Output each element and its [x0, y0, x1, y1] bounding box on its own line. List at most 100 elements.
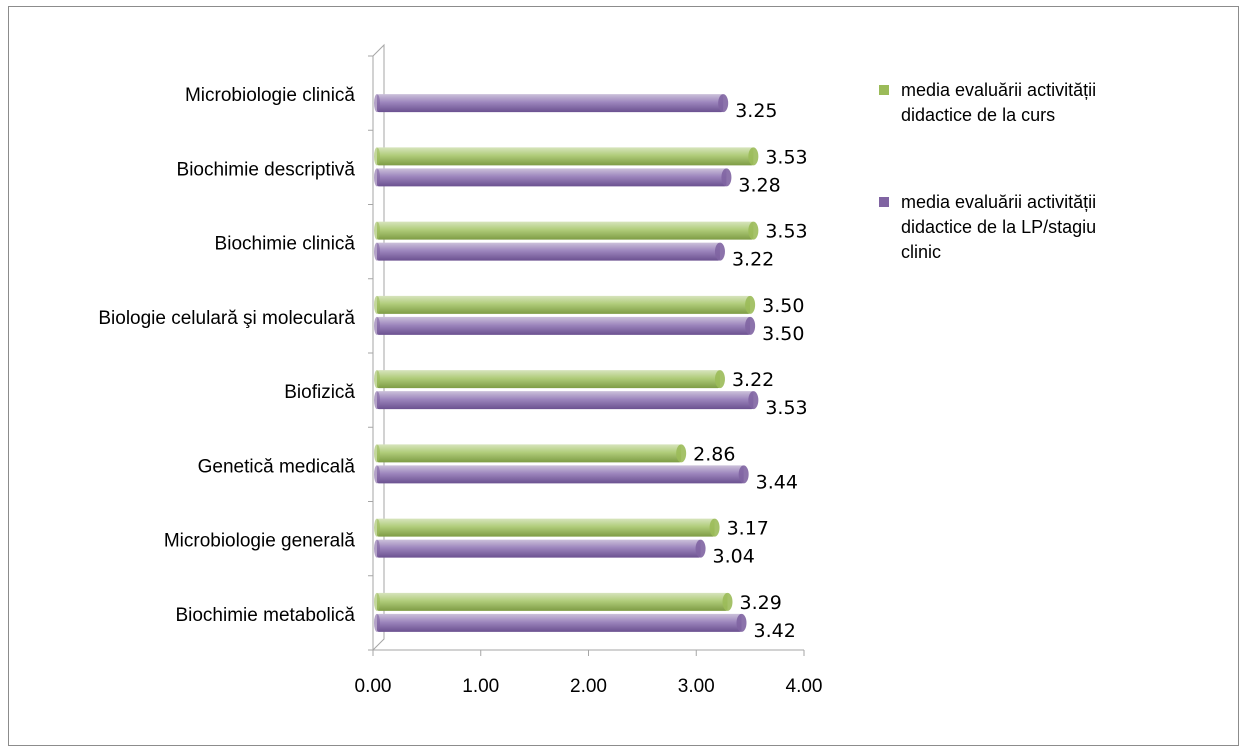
bar-body: [377, 370, 720, 389]
chart-legend: media evaluării activității didactice de …: [879, 80, 1096, 262]
data-label: 3.28: [738, 174, 780, 196]
bar-cap-left: [374, 539, 380, 558]
data-label: 3.53: [765, 146, 807, 168]
bar: [374, 613, 747, 632]
bar-cap-left: [374, 94, 380, 113]
bar-cap: [745, 316, 756, 335]
category-label: Biochimie descriptivă: [177, 159, 356, 180]
bar-cap-left: [374, 444, 380, 463]
x-tick-label: 0.00: [355, 676, 392, 697]
legend-label: media evaluării activității: [901, 192, 1096, 212]
bar-cap: [714, 242, 725, 261]
data-label: 3.53: [765, 221, 807, 243]
bar-cap-left: [374, 592, 380, 611]
category-label: Genetică medicală: [198, 456, 356, 477]
data-label: 3.53: [765, 397, 807, 419]
bar-cap-left: [374, 147, 380, 166]
data-label: 3.17: [727, 518, 769, 540]
category-label: Microbiologie clinică: [185, 85, 355, 106]
bar: [374, 518, 720, 537]
bar-cap: [721, 168, 732, 187]
bar: [374, 94, 729, 113]
bar-body: [377, 539, 701, 558]
bar: [374, 295, 756, 314]
bar: [374, 592, 733, 611]
bar: [374, 221, 759, 240]
bar: [374, 391, 759, 410]
bar-chart: 0.00 1.00 2.00 3.00 4.00 Biochimie metabolică…: [98, 43, 1096, 697]
data-label: 3.29: [739, 592, 781, 614]
legend-label: media evaluării activității: [901, 80, 1096, 100]
bar-body: [377, 613, 742, 632]
x-tick-label: 1.00: [462, 676, 499, 697]
legend-label: didactice de la curs: [901, 105, 1055, 125]
bar-body: [377, 316, 751, 335]
bar-body: [377, 147, 754, 166]
bar-body: [377, 168, 727, 187]
chart-axes: [368, 43, 805, 656]
bar-cap: [676, 444, 687, 463]
bar: [374, 316, 756, 335]
bar-body: [377, 94, 724, 113]
bar: [374, 370, 725, 389]
bar-cap: [748, 221, 759, 240]
bar-cap: [718, 94, 729, 113]
bar-body: [377, 391, 754, 410]
bar-cap-left: [374, 518, 380, 537]
bar-cap-left: [374, 391, 380, 410]
bar-body: [377, 242, 720, 261]
bar-cap: [736, 613, 747, 632]
legend-label: clinic: [901, 242, 941, 262]
bar-cap-left: [374, 295, 380, 314]
bar-body: [377, 295, 751, 314]
bar-cap: [714, 370, 725, 389]
category-label: Biochimie clinică: [215, 234, 356, 255]
bar-cap: [748, 147, 759, 166]
bar-cap-left: [374, 370, 380, 389]
bar: [374, 147, 759, 166]
legend-swatch: [879, 197, 889, 207]
category-label: Microbiologie generală: [164, 531, 356, 552]
data-label: 3.22: [732, 369, 774, 391]
bar-cap: [748, 391, 759, 410]
category-label: Biofizică: [284, 382, 355, 403]
bar: [374, 242, 725, 261]
bar-cap-left: [374, 465, 380, 484]
data-label: 3.50: [762, 323, 804, 345]
chart-bars: [374, 94, 759, 632]
x-tick-label: 4.00: [786, 676, 823, 697]
legend-label: didactice de la LP/stagiu: [901, 217, 1096, 237]
bar-body: [377, 444, 682, 463]
data-label: 3.22: [732, 249, 774, 271]
bar-cap-left: [374, 316, 380, 335]
data-label: 3.04: [713, 546, 755, 568]
bar-cap-left: [374, 168, 380, 187]
x-tick-label: 3.00: [678, 676, 715, 697]
bar: [374, 539, 706, 558]
bar-cap: [722, 592, 733, 611]
bar: [374, 168, 732, 187]
axis-wall: [372, 43, 385, 652]
bar-cap-left: [374, 242, 380, 261]
legend-swatch: [879, 85, 889, 95]
data-label: 3.50: [762, 295, 804, 317]
bar-cap: [745, 295, 756, 314]
data-label: 3.44: [756, 471, 798, 493]
bar-cap-left: [374, 221, 380, 240]
bar-cap: [738, 465, 749, 484]
bar-cap: [709, 518, 720, 537]
bar-cap-left: [374, 613, 380, 632]
bar-body: [377, 518, 715, 537]
bar-cap: [695, 539, 706, 558]
category-label: Biochimie metabolică: [175, 605, 355, 626]
chart-labels: 0.00 1.00 2.00 3.00 4.00 Biochimie metabolică…: [98, 85, 822, 697]
bar-body: [377, 221, 754, 240]
bar: [374, 465, 749, 484]
bar-body: [377, 592, 728, 611]
data-label: 2.86: [693, 443, 735, 465]
data-label: 3.42: [754, 620, 796, 642]
category-label: Biologie celulară şi moleculară: [98, 308, 355, 329]
bar-body: [377, 465, 744, 484]
x-tick-label: 2.00: [570, 676, 607, 697]
data-label: 3.25: [735, 100, 777, 122]
